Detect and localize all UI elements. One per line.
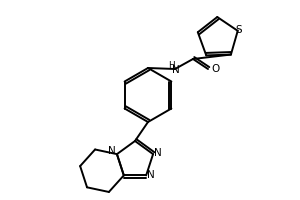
Text: H: H — [168, 62, 174, 71]
Text: N: N — [172, 65, 180, 75]
Text: S: S — [236, 25, 242, 35]
Text: N: N — [154, 148, 162, 158]
Text: N: N — [147, 170, 155, 180]
Text: O: O — [211, 64, 219, 74]
Text: N: N — [108, 146, 116, 156]
